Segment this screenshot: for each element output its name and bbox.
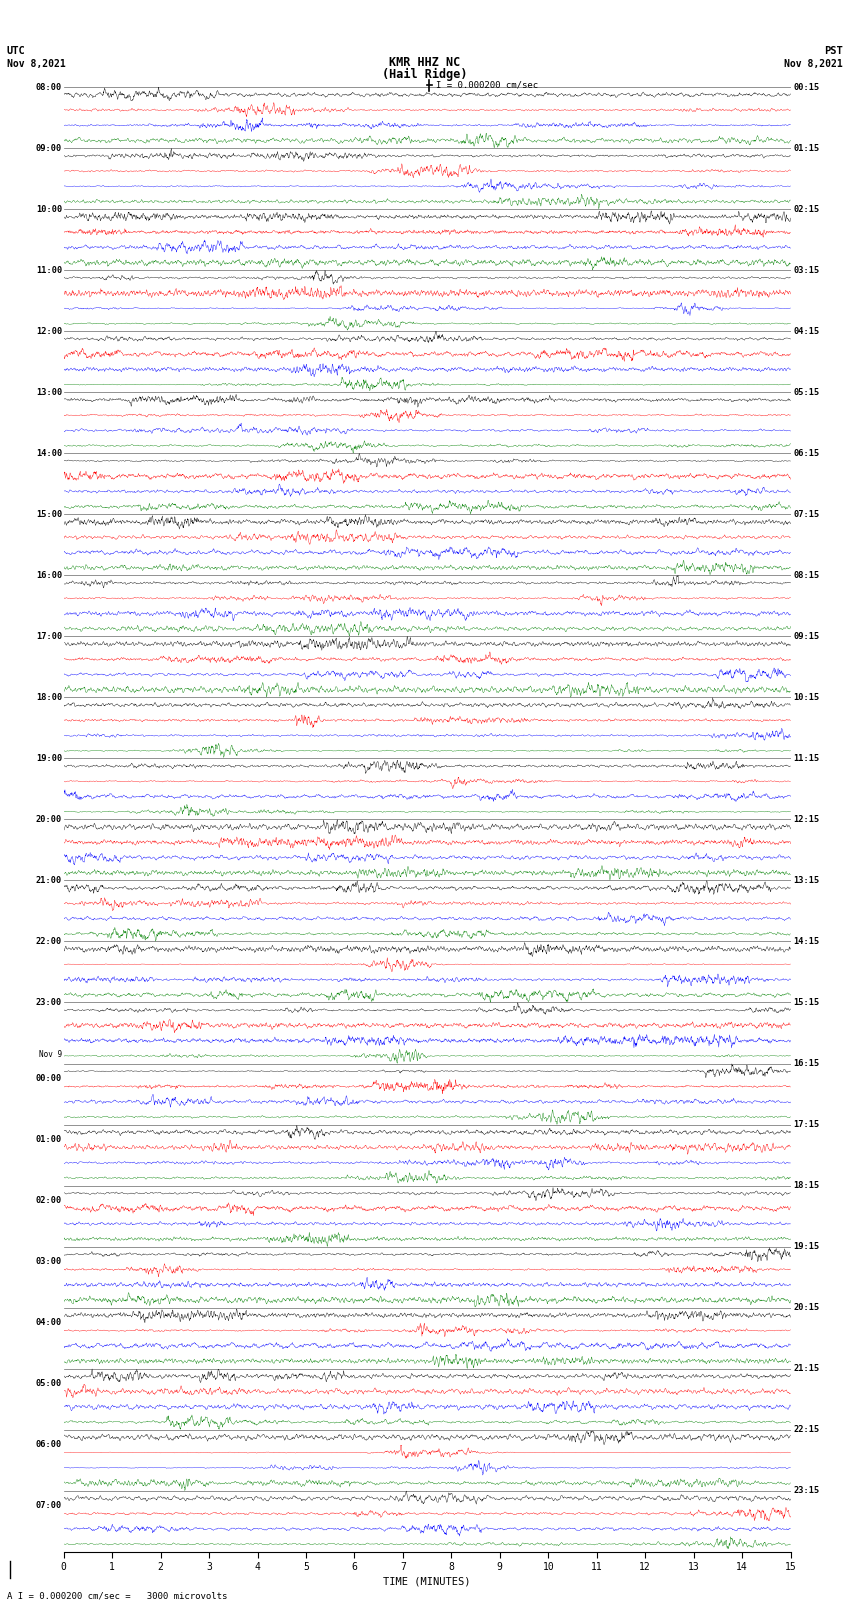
Text: 23:00: 23:00 — [36, 998, 62, 1007]
Text: 02:00: 02:00 — [36, 1197, 62, 1205]
Text: 02:15: 02:15 — [793, 205, 819, 213]
Text: 06:15: 06:15 — [793, 448, 819, 458]
Text: 22:00: 22:00 — [36, 937, 62, 945]
Text: 11:15: 11:15 — [793, 753, 819, 763]
Text: 20:15: 20:15 — [793, 1303, 819, 1311]
Text: 22:15: 22:15 — [793, 1426, 819, 1434]
Text: 21:00: 21:00 — [36, 876, 62, 886]
Text: 10:15: 10:15 — [793, 694, 819, 702]
Text: 14:00: 14:00 — [36, 448, 62, 458]
Text: 03:15: 03:15 — [793, 266, 819, 274]
Text: 00:15: 00:15 — [793, 82, 819, 92]
Text: 15:15: 15:15 — [793, 998, 819, 1007]
Text: 04:00: 04:00 — [36, 1318, 62, 1327]
Text: 01:00: 01:00 — [36, 1136, 62, 1144]
Text: 15:00: 15:00 — [36, 510, 62, 519]
Text: 08:15: 08:15 — [793, 571, 819, 579]
Text: 20:00: 20:00 — [36, 815, 62, 824]
Text: Nov 9: Nov 9 — [39, 1050, 62, 1058]
Text: 08:00: 08:00 — [36, 82, 62, 92]
Text: 11:00: 11:00 — [36, 266, 62, 274]
Text: 07:00: 07:00 — [36, 1502, 62, 1510]
Text: 18:00: 18:00 — [36, 694, 62, 702]
Text: 07:15: 07:15 — [793, 510, 819, 519]
Text: UTC: UTC — [7, 47, 26, 56]
Text: 03:00: 03:00 — [36, 1258, 62, 1266]
Text: 05:15: 05:15 — [793, 387, 819, 397]
Text: 16:15: 16:15 — [793, 1060, 819, 1068]
Text: 00:00: 00:00 — [36, 1074, 62, 1084]
Text: Nov 8,2021: Nov 8,2021 — [7, 60, 65, 69]
Text: 09:00: 09:00 — [36, 144, 62, 153]
Text: 12:00: 12:00 — [36, 327, 62, 336]
Text: Nov 8,2021: Nov 8,2021 — [785, 60, 843, 69]
Text: 14:15: 14:15 — [793, 937, 819, 945]
Text: 16:00: 16:00 — [36, 571, 62, 579]
Text: 06:00: 06:00 — [36, 1440, 62, 1450]
Text: 10:00: 10:00 — [36, 205, 62, 213]
Text: 13:15: 13:15 — [793, 876, 819, 886]
X-axis label: TIME (MINUTES): TIME (MINUTES) — [383, 1576, 471, 1586]
Text: KMR HHZ NC: KMR HHZ NC — [389, 56, 461, 69]
Text: 04:15: 04:15 — [793, 327, 819, 336]
Text: 01:15: 01:15 — [793, 144, 819, 153]
Text: 12:15: 12:15 — [793, 815, 819, 824]
Text: A I = 0.000200 cm/sec =   3000 microvolts: A I = 0.000200 cm/sec = 3000 microvolts — [7, 1590, 227, 1600]
Text: 17:15: 17:15 — [793, 1119, 819, 1129]
Text: 19:15: 19:15 — [793, 1242, 819, 1252]
Text: 05:00: 05:00 — [36, 1379, 62, 1389]
Text: 19:00: 19:00 — [36, 753, 62, 763]
Text: 09:15: 09:15 — [793, 632, 819, 640]
Text: 21:15: 21:15 — [793, 1365, 819, 1373]
Text: (Hail Ridge): (Hail Ridge) — [382, 68, 468, 81]
Text: 23:15: 23:15 — [793, 1486, 819, 1495]
Text: I = 0.000200 cm/sec: I = 0.000200 cm/sec — [436, 81, 538, 90]
Text: 18:15: 18:15 — [793, 1181, 819, 1190]
Text: 13:00: 13:00 — [36, 387, 62, 397]
Text: 17:00: 17:00 — [36, 632, 62, 640]
Text: PST: PST — [824, 47, 843, 56]
